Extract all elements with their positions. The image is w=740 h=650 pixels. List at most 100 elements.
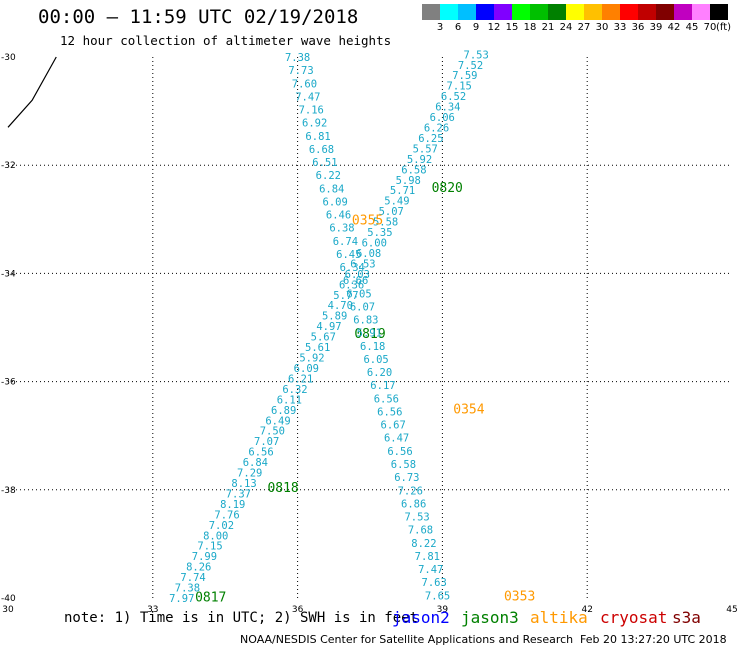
- x-tick-label: 39: [437, 605, 449, 615]
- legend-jason3: jason3: [461, 608, 519, 627]
- swh-value-label: 7.73: [288, 65, 313, 77]
- swh-value-label: 6.84: [243, 457, 268, 469]
- chart-title: 00:00 – 11:59 UTC 02/19/2018: [38, 6, 359, 28]
- swh-value-label: 5.92: [299, 353, 324, 365]
- swh-value-label: 6.84: [319, 183, 344, 195]
- legend-label: 12: [487, 22, 501, 33]
- swh-value-label: 6.46: [326, 210, 351, 222]
- swh-value-label: 6.06: [430, 112, 455, 124]
- swh-value-label: 6.56: [387, 446, 412, 458]
- legend-cryosat: cryosat: [600, 608, 668, 627]
- swh-value-label: 6.81: [305, 131, 330, 143]
- legend-label: 36: [631, 22, 645, 33]
- legend-label: 24: [559, 22, 573, 33]
- swh-value-label: 6.09: [294, 363, 319, 375]
- time-label: 0820: [432, 181, 463, 196]
- swh-value-label: 5.35: [367, 227, 392, 239]
- coastline-path: [7, 56, 57, 128]
- swh-value-label: 6.73: [394, 472, 419, 484]
- legend-label: 3: [436, 22, 444, 33]
- swh-value-label: 6.09: [323, 196, 348, 208]
- swh-value-label: 6.00: [362, 238, 387, 250]
- swh-value-label: 6.86: [401, 498, 426, 510]
- swh-value-label: 7.47: [418, 564, 443, 576]
- swh-value-label: 6.58: [391, 459, 416, 471]
- swh-value-label: 6.68: [309, 144, 334, 156]
- swh-value-label: 7.52: [458, 60, 483, 72]
- swh-value-label: 6.45: [336, 249, 361, 261]
- swh-value-label: 5.91: [357, 328, 382, 340]
- swh-value-label: 6.21: [288, 373, 313, 385]
- swh-value-label: 4.97: [316, 321, 341, 333]
- y-tick-label: -30: [1, 53, 16, 63]
- legend-label: 27: [577, 22, 591, 33]
- swh-value-label: 5.98: [396, 175, 421, 187]
- time-label: 0817: [195, 590, 226, 605]
- legend-jason2: jason2: [392, 608, 450, 627]
- legend-swatch: [710, 4, 728, 20]
- swh-value-label: 6.53: [350, 258, 375, 270]
- legend-swatch: [548, 4, 566, 20]
- swh-value-label: 7.99: [192, 551, 217, 563]
- legend-label: 33: [613, 22, 627, 33]
- y-tick-label: -38: [1, 486, 16, 496]
- swh-value-label: 7.29: [237, 468, 262, 480]
- swh-value-label: 6.26: [424, 122, 449, 134]
- swh-value-label: 7.15: [447, 81, 472, 93]
- swh-value-label: 5.92: [407, 154, 432, 166]
- timestamp: Feb 20 13:27:20 UTC 2018: [580, 633, 727, 646]
- swh-value-label: 5.77: [333, 290, 358, 302]
- swh-value-label: 6.22: [316, 170, 341, 182]
- footer-note: note: 1) Time is in UTC; 2) SWH is in fe…: [64, 610, 419, 626]
- swh-value-label: 7.47: [295, 91, 320, 103]
- swh-value-label: 8.13: [231, 478, 256, 490]
- swh-value-label: 7.07: [254, 436, 279, 448]
- coastline: [7, 56, 57, 128]
- x-tick-label: 30: [2, 605, 14, 615]
- x-tick-label: 36: [292, 605, 304, 615]
- swh-value-label: 6.07: [350, 301, 375, 313]
- swh-value-label: 7.76: [214, 509, 239, 521]
- swh-value-label: 8.00: [203, 530, 228, 542]
- swh-value-label: 6.38: [329, 223, 354, 235]
- swh-value-label: 5.57: [413, 143, 438, 155]
- swh-value-label: 6.34: [435, 102, 460, 114]
- swh-value-label: 6.36: [339, 279, 364, 291]
- legend-label: 39: [649, 22, 663, 33]
- swh-value-label: 7.02: [209, 520, 234, 532]
- swh-value-label: 4.70: [328, 300, 353, 312]
- legend-swatch: [476, 4, 494, 20]
- swh-value-label: 7.26: [398, 485, 423, 497]
- track-jason3: 7.537.527.597.156.526.346.066.266.255.57…: [169, 49, 489, 605]
- legend-label: 30: [595, 22, 609, 33]
- swh-value-label: 5.89: [322, 311, 347, 323]
- swh-value-label: 6.52: [441, 91, 466, 103]
- swh-value-label: 7.59: [452, 70, 477, 82]
- y-tick-label: -40: [1, 594, 16, 604]
- swh-value-label: 6.83: [353, 315, 378, 327]
- satellite-tracks: 7.537.527.597.156.526.346.066.266.255.57…: [169, 49, 535, 605]
- y-tick-label: -32: [1, 161, 16, 171]
- swh-value-label: 5.71: [390, 185, 415, 197]
- swh-value-label: 7.68: [408, 525, 433, 537]
- swh-value-label: 7.38: [285, 52, 310, 64]
- legend-swatch: [422, 4, 440, 20]
- legend-swatch: [494, 4, 512, 20]
- legend-unit: (ft): [716, 22, 732, 33]
- legend-swatch: [584, 4, 602, 20]
- legend-label: 18: [523, 22, 537, 33]
- swh-value-label: 7.53: [464, 49, 489, 61]
- swh-value-label: 6.08: [356, 248, 381, 260]
- legend-swatch: [674, 4, 692, 20]
- swh-value-label: 7.74: [180, 572, 205, 584]
- swh-value-label: 6.32: [282, 384, 307, 396]
- legend-label: 45: [685, 22, 699, 33]
- time-label: 0818: [267, 481, 298, 496]
- swh-value-label: 6.49: [265, 415, 290, 427]
- swh-value-label: 6.58: [401, 164, 426, 176]
- time-label: 0819: [354, 327, 385, 342]
- legend-altika: altika: [530, 608, 588, 627]
- legend-swatch: [566, 4, 584, 20]
- swh-value-label: 8.26: [186, 562, 211, 574]
